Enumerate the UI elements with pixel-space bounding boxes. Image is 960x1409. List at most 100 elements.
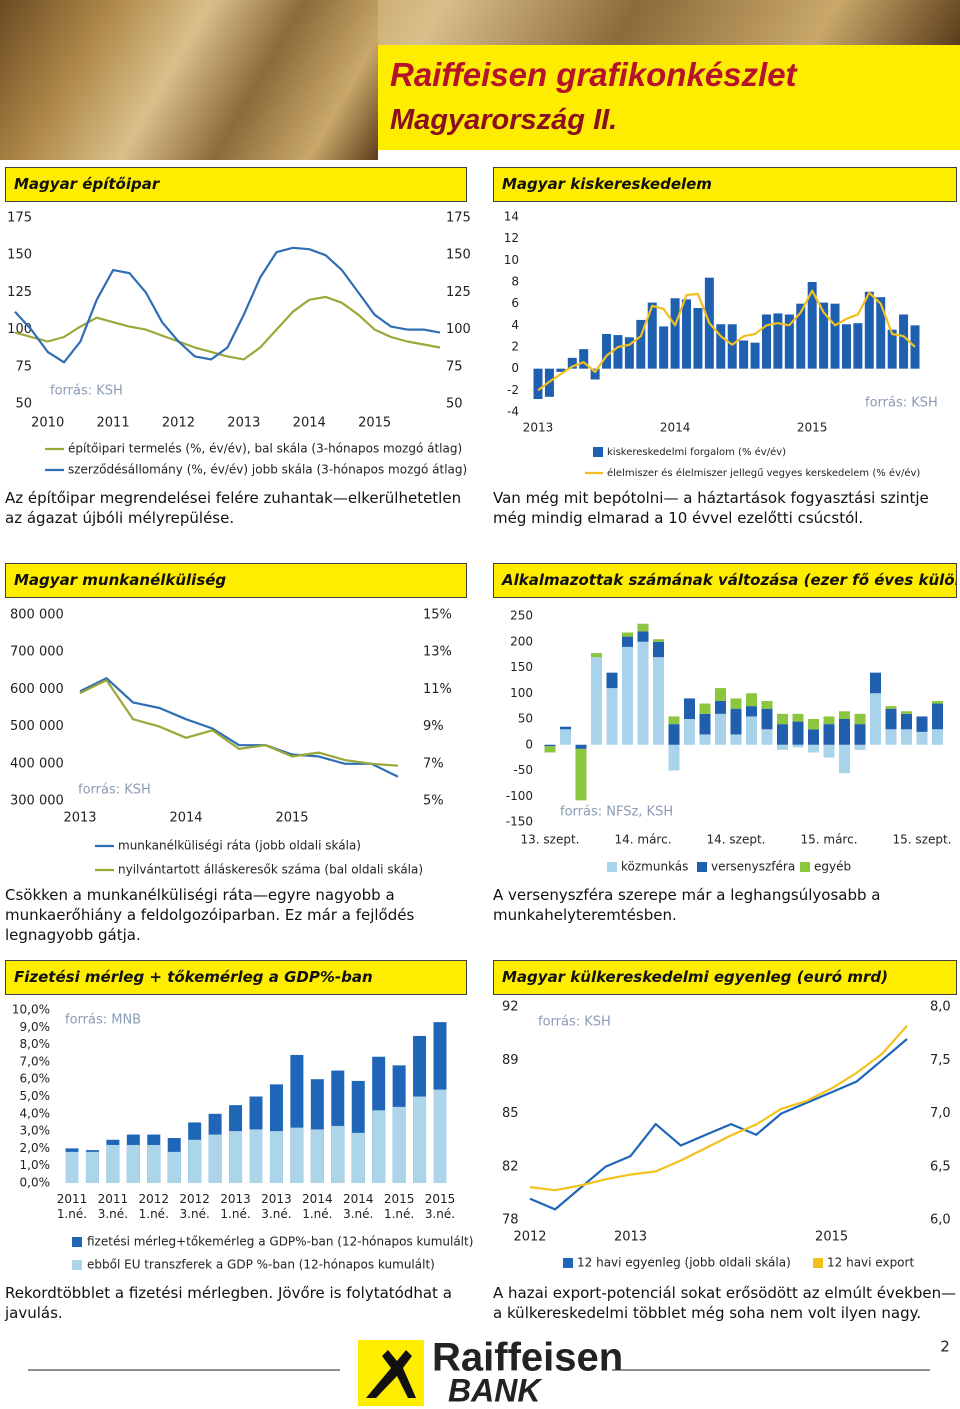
bar-segment (885, 729, 897, 745)
bar-segment (746, 706, 757, 717)
legend-label: versenyszféra (711, 860, 795, 874)
y-tick-label: 175 (7, 211, 32, 226)
x-tick-label: 2015 (815, 1230, 848, 1245)
bar (819, 302, 829, 369)
panel-title: Magyar külkereskedelmi egyenleg (euró mr… (493, 960, 957, 995)
x-tick-label: 2010 (31, 416, 64, 431)
line-series (14, 246, 441, 364)
x-tick-label: 14. márc. (614, 833, 671, 847)
panel-caption: Van még mit bepótolni— a háztartások fog… (493, 489, 929, 527)
bar-segment (916, 716, 928, 732)
bar (208, 1134, 222, 1183)
bar-segment (668, 716, 680, 725)
bar-segment (761, 708, 773, 730)
y-tick-label: 150 (510, 660, 533, 674)
bar (807, 282, 817, 369)
bar-segment (544, 744, 556, 747)
page-number: 2 (940, 1338, 950, 1356)
line-series (529, 1038, 908, 1211)
y2-tick-label: 7,5 (930, 1053, 951, 1068)
x-tick-label: 2014 3.né. (342, 1192, 374, 1221)
y-tick-label: 8 (511, 275, 519, 289)
y-tick-label: 600 000 (10, 682, 64, 697)
bar-segment (870, 672, 881, 694)
panel-title: Alkalmazottak számának változása (ezer f… (493, 563, 957, 598)
y-tick-label: 82 (502, 1159, 519, 1174)
bar-segment (730, 734, 742, 745)
bar-segment (761, 700, 773, 709)
bar-segment (823, 724, 835, 745)
legend-label: 12 havi egyenleg (jobb oldali skála) (577, 1256, 791, 1270)
bar (682, 299, 692, 369)
y2-tick-label: 125 (446, 285, 471, 300)
x-tick-label: 2015 1.né. (383, 1192, 415, 1221)
bar (85, 1151, 99, 1183)
bar-segment (684, 719, 695, 745)
bar (249, 1129, 263, 1183)
bar (567, 357, 577, 369)
y-tick-label: 0 (525, 737, 533, 751)
logo-bank: BANK (448, 1372, 543, 1408)
y-tick-label: 2 (511, 340, 519, 354)
x-tick-label: 2013 (227, 416, 260, 431)
line-series (14, 295, 441, 361)
bar (613, 335, 623, 369)
legend-label: 12 havi export (827, 1256, 914, 1270)
panel-caption: Az építőipar megrendelései felére zuhant… (5, 489, 462, 527)
y-tick-label: 12 (504, 231, 519, 245)
bar-segment (901, 711, 912, 714)
bar-segment (916, 731, 928, 745)
bar-segment (637, 623, 649, 632)
bar-segment (715, 713, 726, 745)
y-tick-label: 75 (15, 359, 32, 374)
bar-segment (575, 748, 587, 801)
legend-label: építőipari termelés (%, év/év), bal skál… (68, 442, 462, 456)
y2-tick-label: 150 (446, 248, 471, 263)
bar-segment (622, 636, 633, 647)
bar-segment (823, 744, 835, 758)
bar-segment (932, 700, 943, 704)
y-tick-label: 4 (511, 318, 519, 332)
legend-label: fizetési mérleg+tőkemérleg a GDP%-ban (1… (87, 1235, 473, 1249)
x-tick-label: 2013 3.né. (261, 1192, 292, 1221)
bar-segment (870, 693, 881, 745)
bar (796, 303, 806, 369)
bar (761, 314, 771, 369)
bar-segment (653, 657, 664, 745)
bar-segment (606, 672, 618, 689)
y-tick-label: -150 (506, 815, 533, 829)
bar-segment (761, 729, 773, 745)
x-tick-label: 2014 1.né. (302, 1192, 333, 1221)
header-photo (0, 0, 378, 160)
bar (602, 334, 612, 369)
legend-label: nyilvántartott álláskeresők száma (bal o… (118, 863, 423, 877)
y-tick-label: 0,0% (20, 1176, 51, 1190)
y-tick-label: 6,0% (20, 1072, 51, 1086)
legend-label: közmunkás (621, 860, 688, 874)
header-banner (378, 45, 960, 150)
y-tick-label: -100 (506, 789, 533, 803)
panel-title: Fizetési mérleg + tőkemérleg a GDP%-ban (5, 960, 467, 995)
legend-label: egyéb (814, 860, 851, 874)
legend-swatch (607, 862, 617, 872)
bar-segment (637, 631, 649, 642)
bar-segment (777, 713, 788, 725)
x-tick-label: 2011 1.né. (56, 1192, 88, 1221)
x-tick-label: 2012 (162, 416, 195, 431)
bar (556, 368, 566, 372)
line-series (79, 677, 399, 778)
bar-segment (699, 703, 711, 714)
y2-tick-label: 6,0 (930, 1213, 951, 1228)
logo-brand: Raiffeisen (432, 1336, 623, 1380)
y-tick-label: 9,0% (20, 1020, 51, 1034)
y-tick-label: -4 (507, 405, 519, 419)
logo (358, 1340, 424, 1406)
bar-segment (839, 744, 850, 774)
x-tick-label: 2014 (293, 416, 326, 431)
bar (413, 1096, 427, 1183)
y2-tick-label: 100 (446, 322, 471, 337)
bar-segment (684, 698, 695, 719)
bar (351, 1132, 365, 1183)
bar (624, 337, 634, 369)
